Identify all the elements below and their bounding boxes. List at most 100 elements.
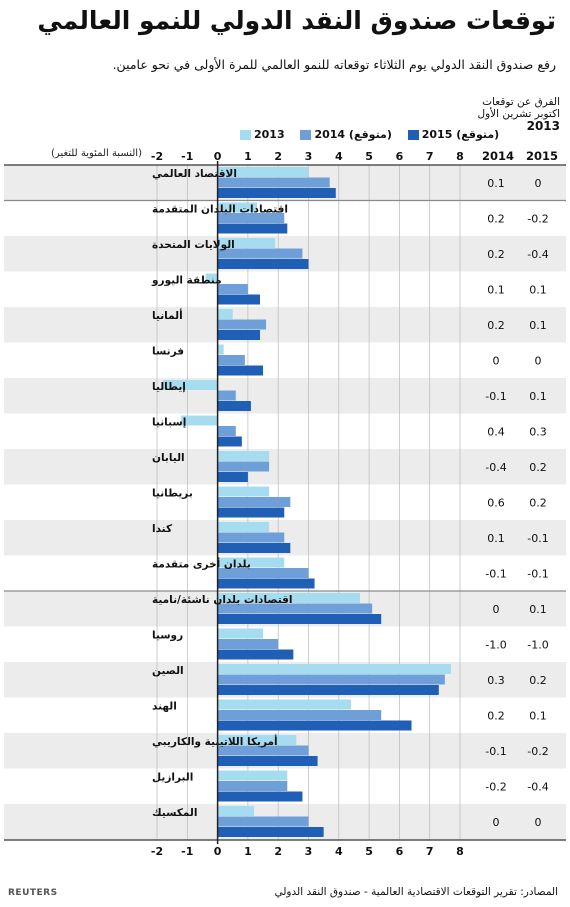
bar	[217, 507, 285, 518]
tick-label-top: 1	[244, 150, 252, 163]
diff-header: الفرق عن توقعات اكتوبر تشرين الأول 2013	[450, 96, 560, 132]
unit-label: (النسبة المئوية للتغير)	[51, 148, 142, 159]
diff-value-2014: 0.6	[487, 497, 505, 510]
bar	[217, 294, 261, 305]
category-label: منطقة اليورو	[151, 275, 222, 287]
diff-value-2014: 0	[493, 816, 500, 829]
diff-value-2015: -0.4	[527, 248, 548, 261]
diff-column-2015: 2015	[526, 149, 559, 163]
bar	[217, 557, 285, 568]
bar	[217, 451, 270, 461]
bar	[217, 699, 351, 710]
category-label: الاقتصاد العالمي	[152, 168, 237, 180]
bar	[205, 273, 218, 284]
category-label: البرازيل	[152, 772, 193, 784]
diff-value-2015: 0.1	[529, 603, 547, 616]
bar	[217, 202, 257, 213]
tick-label-top: 5	[365, 150, 373, 163]
legend-item-2015: 2015 (متوقع)	[407, 128, 500, 141]
bar	[217, 614, 382, 624]
tick-label-bottom: -2	[151, 845, 163, 858]
bar	[217, 664, 451, 674]
row-band	[4, 307, 566, 343]
chart-title: توقعات صندوق النقد الدولي للنمو العالمي	[37, 6, 556, 35]
bar	[217, 436, 242, 447]
diff-value-2015: 0.2	[529, 497, 547, 510]
legend-item-2013: 2013	[240, 128, 285, 141]
diff-value-2015: 0.3	[529, 426, 547, 439]
tick-label-bottom: 6	[396, 845, 404, 858]
bar	[217, 816, 309, 827]
tick-label-bottom: 5	[365, 845, 373, 858]
diff-value-2014: 0	[493, 355, 500, 368]
diff-value-2015: 0.2	[529, 674, 547, 687]
diff-value-2015: 0	[535, 816, 542, 829]
tick-label-bottom: 1	[244, 845, 252, 858]
diff-value-2014: -0.1	[485, 390, 506, 403]
category-label: الصين	[152, 665, 184, 677]
bar	[181, 415, 218, 426]
bar	[217, 578, 315, 589]
diff-header-year: 2013	[526, 119, 560, 133]
bar	[217, 177, 330, 188]
category-label: ألمانيا	[152, 308, 183, 322]
legend-label-2015: 2015 (متوقع)	[421, 128, 500, 141]
category-label: روسيا	[152, 630, 183, 642]
bar	[217, 344, 224, 355]
bar	[217, 770, 288, 781]
legend-item-2014: 2014 (متوقع)	[300, 128, 392, 141]
bar	[217, 710, 382, 720]
chart-subtitle: رفع صندوق النقد الدولي يوم الثلاثاء توقع…	[112, 57, 556, 72]
category-label: بلدان أخرى متقدمة	[152, 557, 251, 571]
bar	[217, 259, 309, 269]
bar	[217, 213, 285, 223]
diff-value-2014: -0.1	[485, 568, 506, 581]
diff-value-2015: 0.2	[529, 461, 547, 474]
category-label: الولايات المتحدة	[152, 239, 235, 251]
legend: 2013 2014 (متوقع) 2015 (متوقع)	[228, 128, 499, 143]
source-note: المصادر: تقرير التوقعات الاقتصادية العال…	[274, 886, 558, 898]
diff-value-2014: -0.1	[485, 745, 506, 758]
diff-value-2015: -0.2	[527, 745, 548, 758]
category-label: الهند	[152, 701, 177, 713]
tick-label-bottom: 3	[305, 845, 313, 858]
category-label: المكسيك	[152, 807, 197, 819]
bar	[217, 472, 248, 482]
category-label: اقتصادات البلدان المتقدمة	[152, 204, 288, 216]
diff-value-2015: 0	[535, 177, 542, 190]
tick-label-top: 3	[305, 150, 313, 163]
bar	[217, 745, 309, 756]
bar	[217, 330, 261, 340]
category-label: فرنسا	[152, 346, 184, 358]
tick-label-bottom: 4	[335, 845, 343, 858]
legend-swatch-2015	[407, 129, 419, 140]
bar	[217, 735, 297, 745]
bar	[217, 543, 291, 553]
bar	[217, 461, 270, 472]
tick-label-top: 4	[335, 150, 343, 163]
bar	[217, 628, 264, 639]
diff-value-2014: 0.2	[487, 319, 505, 332]
footer: REUTERS المصادر: تقرير التوقعات الاقتصاد…	[8, 886, 564, 906]
bar	[217, 674, 445, 685]
bar	[217, 806, 254, 816]
bar	[217, 827, 324, 837]
bar	[217, 401, 251, 411]
diff-value-2014: -1.0	[485, 639, 506, 652]
legend-label-2013: 2013	[254, 128, 285, 141]
diff-value-2014: 0	[493, 603, 500, 616]
tick-label-bottom: 7	[426, 845, 434, 858]
diff-value-2014: 0.1	[487, 532, 505, 545]
bar	[217, 355, 245, 365]
bar	[217, 791, 303, 802]
bar	[217, 223, 288, 234]
bar	[217, 238, 276, 248]
tick-label-bottom: 8	[456, 845, 464, 858]
bar	[217, 497, 291, 507]
bar	[217, 532, 285, 543]
reuters-logo: REUTERS	[8, 888, 58, 898]
bar	[217, 167, 309, 177]
diff-value-2015: -0.1	[527, 568, 548, 581]
diff-value-2014: 0.1	[487, 284, 505, 297]
